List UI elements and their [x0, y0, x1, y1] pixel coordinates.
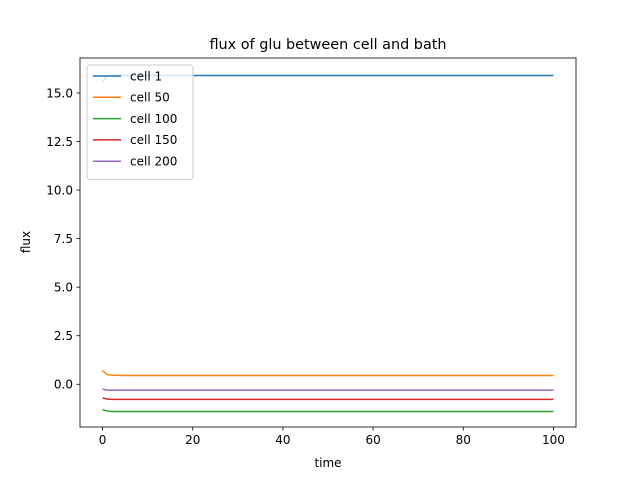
series-line-3	[102, 408, 554, 413]
legend-entry: cell 100	[130, 112, 177, 126]
series-line-2	[102, 370, 554, 377]
series-line-5	[102, 388, 554, 391]
legend-box	[86, 64, 194, 180]
legend-entry: cell 1	[130, 69, 162, 83]
legend-entry: cell 50	[130, 91, 170, 105]
chart-title: flux of glu between cell and bath	[209, 37, 446, 53]
y-tick-label: 15.0	[46, 86, 73, 100]
series-line-4	[102, 397, 554, 401]
y-axis-ticks: 0.0 2.5 5.0 7.5 10.0 12.5 15.0	[46, 86, 80, 392]
x-tick-label: 60	[365, 433, 380, 447]
legend: cell 1 cell 50 cell 100 cell 150 cell 200	[86, 64, 194, 180]
y-tick-label: 0.0	[54, 378, 73, 392]
y-tick-label: 7.5	[54, 232, 73, 246]
x-axis-label: time	[314, 456, 341, 470]
x-axis-ticks: 0 20 40 60 80 100	[99, 427, 565, 447]
y-tick-label: 12.5	[46, 135, 73, 149]
x-tick-label: 20	[185, 433, 200, 447]
x-tick-label: 80	[456, 433, 471, 447]
x-tick-label: 100	[542, 433, 565, 447]
plot-frame	[79, 57, 577, 428]
y-tick-label: 2.5	[54, 329, 73, 343]
legend-entry: cell 200	[130, 155, 177, 169]
y-tick-label: 5.0	[54, 280, 73, 294]
legend-entry: cell 150	[130, 133, 177, 147]
y-tick-label: 10.0	[46, 183, 73, 197]
x-tick-label: 40	[275, 433, 290, 447]
y-axis-label: flux	[19, 231, 33, 253]
x-tick-label: 0	[99, 433, 107, 447]
